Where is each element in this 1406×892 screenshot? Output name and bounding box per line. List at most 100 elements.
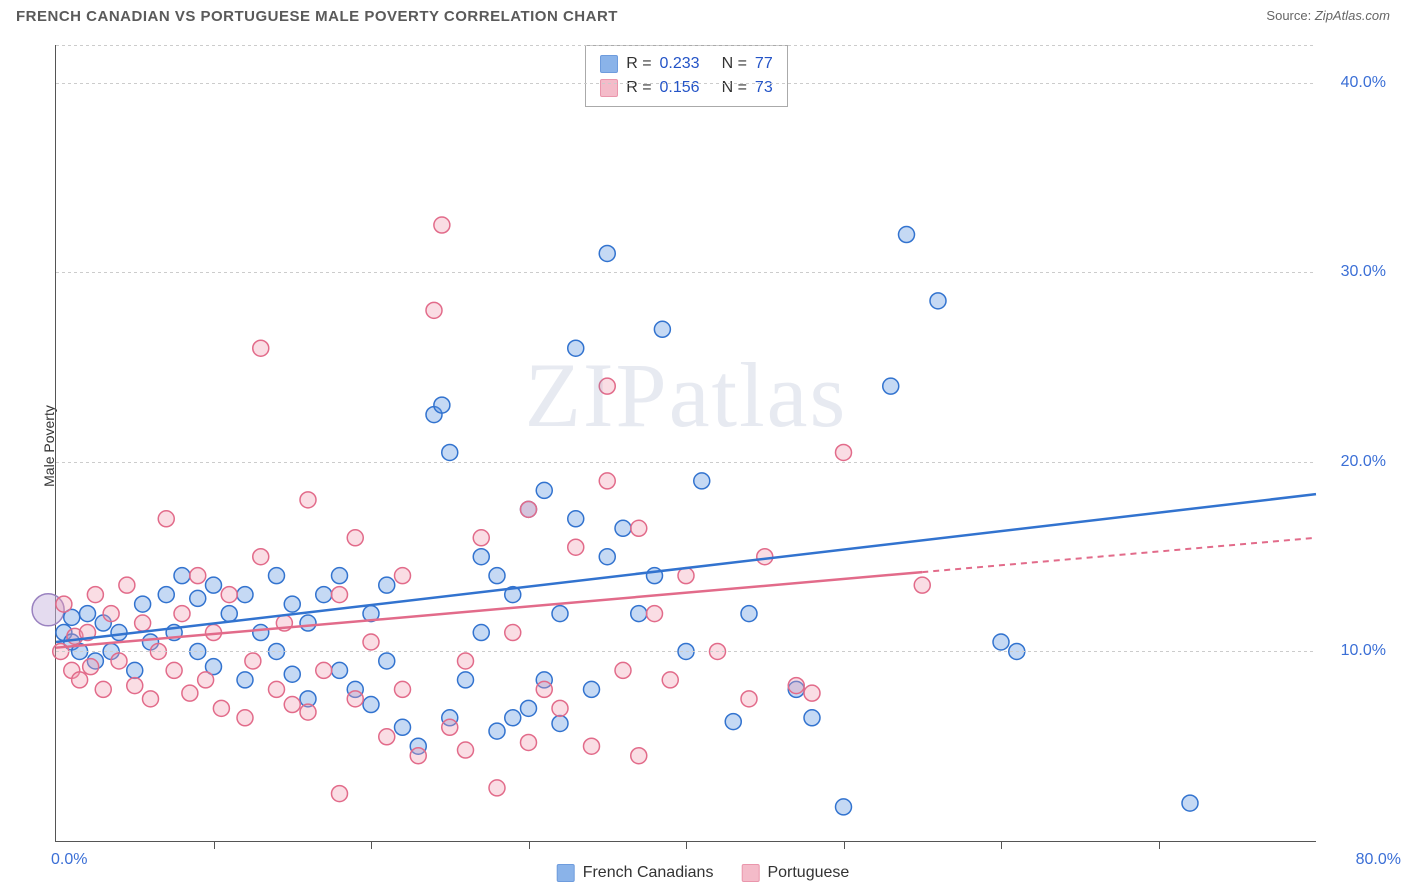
data-point [473, 530, 489, 546]
data-point [788, 678, 804, 694]
data-point [135, 615, 151, 631]
data-point [347, 691, 363, 707]
data-point [221, 587, 237, 603]
data-point [434, 217, 450, 233]
x-tick [529, 841, 530, 849]
data-point [442, 719, 458, 735]
data-point [930, 293, 946, 309]
stat-row: R =0.156N =73 [600, 76, 773, 100]
data-point [237, 710, 253, 726]
data-point [143, 691, 159, 707]
x-tick [371, 841, 372, 849]
data-point [56, 596, 72, 612]
data-point [757, 549, 773, 565]
data-point [284, 596, 300, 612]
data-point [615, 662, 631, 678]
data-point [190, 590, 206, 606]
stat-n-label: N = [722, 76, 747, 100]
data-point [599, 245, 615, 261]
chart-container: FRENCH CANADIAN VS PORTUGUESE MALE POVER… [0, 0, 1406, 892]
data-point [505, 625, 521, 641]
data-point [654, 321, 670, 337]
data-point [599, 378, 615, 394]
data-point [914, 577, 930, 593]
data-point [95, 681, 111, 697]
data-point [442, 444, 458, 460]
data-point [536, 482, 552, 498]
data-point [694, 473, 710, 489]
data-point [269, 568, 285, 584]
data-point [206, 577, 222, 593]
data-point [213, 700, 229, 716]
x-tick [844, 841, 845, 849]
gridline-h [56, 45, 1316, 46]
data-point [631, 520, 647, 536]
data-point [190, 568, 206, 584]
data-point [253, 340, 269, 356]
data-point [678, 568, 694, 584]
data-point [1182, 795, 1198, 811]
data-point [552, 715, 568, 731]
data-point [489, 568, 505, 584]
x-tick [1159, 841, 1160, 849]
data-point [568, 511, 584, 527]
data-point [458, 653, 474, 669]
data-point [253, 625, 269, 641]
stat-r-value: 0.156 [660, 76, 700, 100]
regression-line [56, 494, 1316, 642]
series-swatch [600, 79, 618, 97]
data-point [395, 568, 411, 584]
data-point [300, 615, 316, 631]
y-tick-label: 30.0% [1326, 263, 1386, 281]
data-point [363, 634, 379, 650]
data-point [347, 530, 363, 546]
data-point [473, 625, 489, 641]
data-point [284, 666, 300, 682]
x-tick [686, 841, 687, 849]
stat-n-value: 77 [755, 52, 773, 76]
data-point [245, 653, 261, 669]
data-point [631, 748, 647, 764]
x-tick-label-max: 80.0% [1356, 851, 1401, 869]
data-point [300, 492, 316, 508]
stat-r-label: R = [626, 76, 651, 100]
chart-header: FRENCH CANADIAN VS PORTUGUESE MALE POVER… [16, 8, 1390, 40]
data-point [410, 748, 426, 764]
data-point [332, 587, 348, 603]
x-tick-label-min: 0.0% [51, 851, 87, 869]
data-point [899, 227, 915, 243]
series-swatch [600, 55, 618, 73]
data-point [395, 719, 411, 735]
data-point [836, 444, 852, 460]
data-point [127, 678, 143, 694]
gridline-h [56, 651, 1316, 652]
data-point [615, 520, 631, 536]
data-point [741, 691, 757, 707]
data-point [135, 596, 151, 612]
bottom-legend: French CanadiansPortuguese [557, 864, 850, 882]
data-point [426, 302, 442, 318]
chart-source: Source: ZipAtlas.com [1266, 8, 1390, 23]
data-point [316, 662, 332, 678]
stat-r-value: 0.233 [660, 52, 700, 76]
data-point [434, 397, 450, 413]
data-point [536, 681, 552, 697]
data-point [379, 729, 395, 745]
source-label: Source: [1266, 8, 1311, 23]
data-point [158, 511, 174, 527]
regression-line-dashed [922, 538, 1316, 572]
x-tick [1001, 841, 1002, 849]
data-point [237, 672, 253, 688]
gridline-h [56, 462, 1316, 463]
data-point [804, 685, 820, 701]
gridline-h [56, 272, 1316, 273]
x-tick [214, 841, 215, 849]
data-point [599, 473, 615, 489]
data-point [631, 606, 647, 622]
data-point [584, 681, 600, 697]
data-point [458, 672, 474, 688]
data-point [379, 653, 395, 669]
data-point [473, 549, 489, 565]
data-point [111, 653, 127, 669]
data-point [458, 742, 474, 758]
